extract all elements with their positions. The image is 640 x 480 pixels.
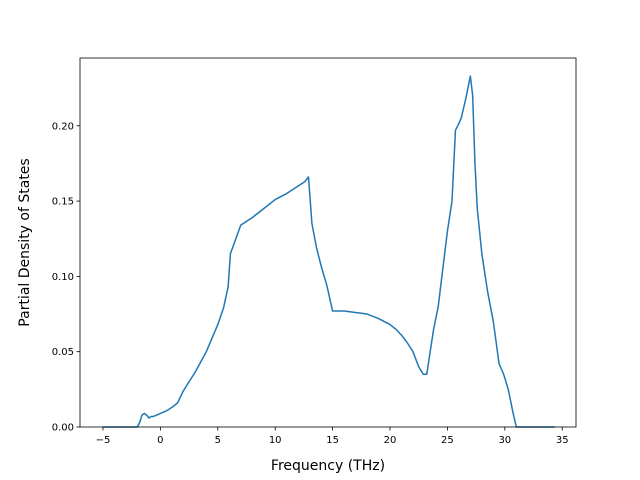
y-tick-label: 0.05 (52, 347, 74, 358)
plot-area (80, 58, 576, 427)
x-tick-label: 5 (215, 435, 221, 446)
y-tick-label: 0.15 (52, 197, 74, 208)
y-tick-label: 0.20 (52, 121, 74, 132)
plot-frame (79, 57, 577, 428)
x-tick-label: 0 (157, 435, 163, 446)
x-tick-label: 25 (441, 435, 454, 446)
x-axis-ticks: −5 0 5 10 15 20 25 30 35 (96, 427, 569, 446)
y-axis-label: Partial Density of States (17, 158, 33, 326)
y-axis-ticks: 0.00 0.05 0.10 0.15 0.20 (52, 121, 80, 434)
y-tick-label: 0.00 (52, 423, 74, 434)
x-tick-label: 35 (556, 435, 569, 446)
x-tick-label: 10 (269, 435, 282, 446)
x-tick-label: 30 (498, 435, 511, 446)
x-axis-label: Frequency (THz) (271, 458, 385, 474)
x-tick-label: 15 (326, 435, 339, 446)
y-tick-label: 0.10 (52, 272, 74, 283)
series-line (102, 75, 555, 428)
x-tick-label: −5 (96, 435, 111, 446)
x-tick-label: 20 (384, 435, 397, 446)
